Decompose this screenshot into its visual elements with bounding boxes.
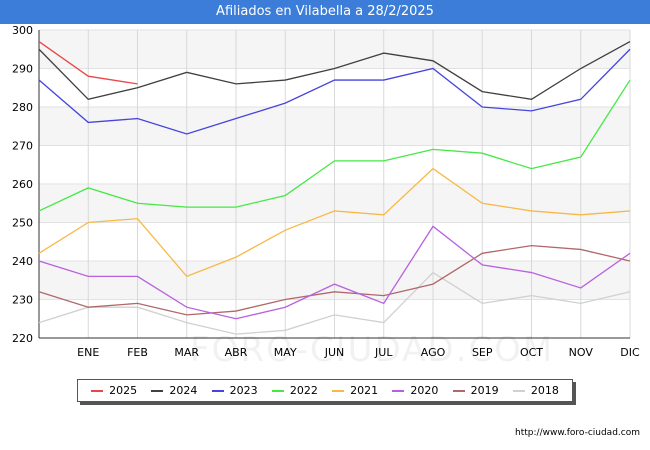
x-tick-label: OCT — [520, 346, 543, 359]
chart-legend: 2025 2024 2023 2022 2021 2020 2019 2018 — [77, 379, 573, 402]
y-tick-label: 270 — [12, 140, 33, 153]
y-tick-label: 290 — [12, 63, 33, 76]
series-line-2018 — [38, 271, 631, 335]
legend-label: 2019 — [470, 384, 499, 397]
legend-label: 2023 — [229, 384, 258, 397]
x-tick-label: MAR — [174, 346, 199, 359]
legend-swatch — [392, 389, 405, 392]
x-tick-label: FEB — [127, 346, 148, 359]
series-line-2023 — [38, 48, 631, 135]
watermark: FORO-CIUDAD.COM — [190, 330, 555, 370]
legend-label: 2020 — [410, 384, 439, 397]
x-tick-label: ABR — [225, 346, 248, 359]
series-line-2022 — [38, 79, 631, 212]
legend-item-2020: 2020 — [392, 384, 438, 397]
legend-item-2023: 2023 — [211, 384, 258, 397]
legend-label: 2021 — [350, 384, 379, 397]
legend-swatch — [91, 389, 104, 392]
x-tick-label: JUN — [324, 346, 345, 359]
series-line-2019 — [38, 244, 631, 316]
legend-item-2021: 2021 — [332, 384, 378, 397]
source-link[interactable]: http://www.foro-ciudad.com — [515, 428, 640, 438]
series-line-2021 — [38, 167, 631, 278]
y-tick-label: 230 — [12, 294, 33, 307]
x-tick-label: ENE — [77, 346, 99, 359]
legend-item-2018: 2018 — [512, 384, 559, 397]
legend-swatch — [512, 389, 525, 392]
x-tick-label: JUL — [374, 346, 393, 359]
legend-label: 2025 — [109, 384, 138, 397]
legend-item-2024: 2024 — [151, 384, 197, 397]
series-line-2020 — [38, 225, 631, 320]
chart-title: Afiliados en Vilabella a 28/2/2025 — [0, 0, 650, 24]
legend-label: 2022 — [289, 384, 318, 397]
x-tick-label: SEP — [472, 346, 493, 359]
legend-label: 2024 — [169, 384, 198, 397]
y-tick-label: 250 — [12, 217, 33, 230]
x-tick-label: NOV — [569, 346, 594, 359]
legend-swatch — [332, 389, 345, 392]
legend-swatch — [452, 389, 465, 392]
x-tick-label: DIC — [620, 346, 640, 359]
y-tick-label: 240 — [12, 255, 33, 268]
y-tick-label: 220 — [12, 332, 33, 345]
x-tick-label: MAY — [274, 346, 297, 359]
legend-item-2022: 2022 — [271, 384, 318, 397]
legend-swatch — [271, 389, 284, 392]
y-tick-label: 300 — [12, 24, 33, 37]
y-tick-label: 260 — [12, 178, 33, 191]
legend-swatch — [211, 389, 224, 392]
legend-swatch — [151, 389, 164, 392]
legend-item-2019: 2019 — [452, 384, 499, 397]
x-tick-label: AGO — [421, 346, 446, 359]
y-tick-label: 280 — [12, 101, 33, 114]
legend-item-2025: 2025 — [91, 384, 137, 397]
series-line-2025 — [38, 41, 138, 85]
series-line-2024 — [38, 40, 631, 101]
legend-label: 2018 — [530, 384, 559, 397]
